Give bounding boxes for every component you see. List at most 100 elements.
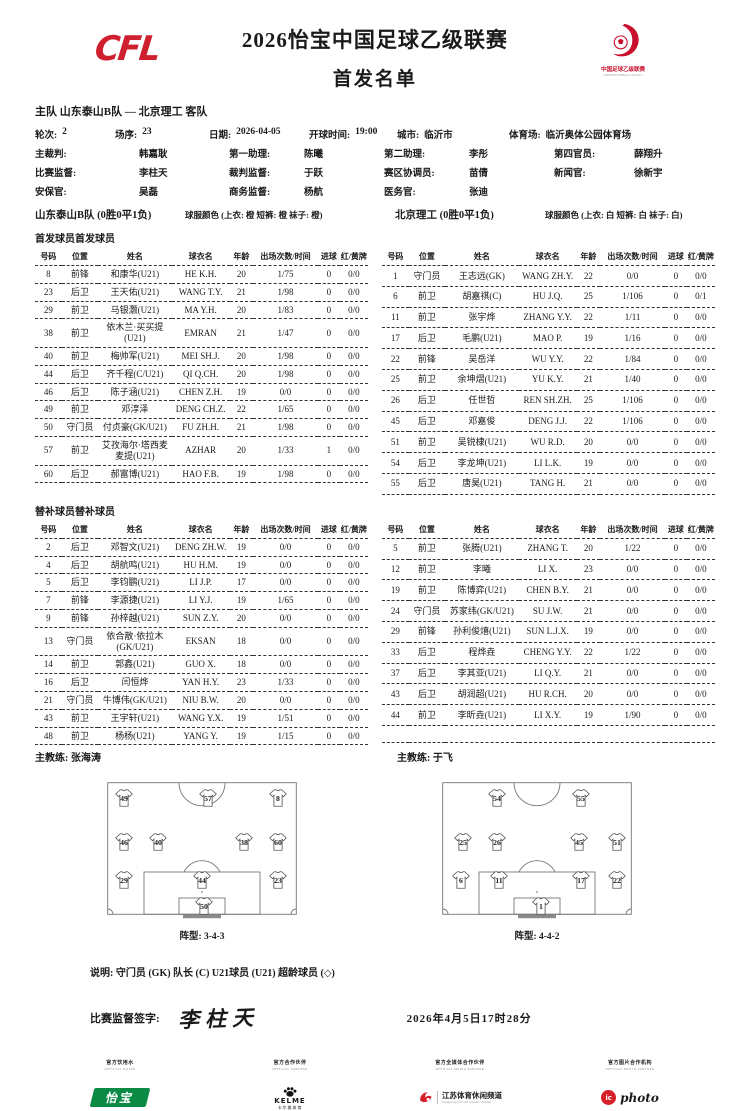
official-name: 杨航 — [304, 188, 324, 198]
column-header: 姓名 — [98, 520, 172, 539]
league-title: 2026怡宝中国足球乙级联赛 — [241, 28, 508, 52]
player-cell: 闫恒烨 — [98, 673, 172, 692]
player-cell: 25 — [576, 390, 601, 412]
player-cell: 后卫 — [408, 327, 446, 350]
player-row: 21 守门员 牛博伟(GK/U21) NIU B.W. 20 0/0 0 0/0 — [35, 691, 368, 710]
player-cell: 0 — [318, 673, 340, 692]
player-cell: 唐昊(U21) — [445, 473, 519, 495]
svg-text:11: 11 — [495, 876, 502, 885]
player-cell: 0/0 — [686, 390, 715, 412]
home-formation-block: 49 57 8 46 40 38 60 29 44 23 50 阵型: 3-4-3 — [107, 782, 297, 942]
player-cell: 0/0 — [600, 431, 665, 454]
info-pair: 开球时间: 19:00 — [309, 127, 397, 141]
player-jersey: 38 — [233, 831, 255, 853]
player-cell: 0/0 — [339, 609, 368, 628]
player-cell: 前卫 — [408, 579, 446, 602]
player-cell: 后卫 — [61, 383, 99, 402]
player-cell: 19 — [229, 538, 254, 557]
player-cell: 1/75 — [253, 265, 318, 284]
player-cell: 0 — [318, 538, 340, 557]
player-row: 24 守门员 苏家纬(GK/U21) SU J.W. 21 0/0 0 0/0 — [382, 600, 715, 622]
icphoto-wordmark: photo — [620, 1090, 659, 1105]
column-header: 球衣名 — [171, 520, 230, 539]
player-cell: 后卫 — [408, 452, 446, 474]
sponsor-icphoto: 官方图片合作机构 OFFICIAL PHOTO PARTNER ic photo — [575, 1059, 685, 1111]
player-cell: 14 — [35, 655, 62, 675]
player-cell: 0/0 — [339, 556, 368, 575]
player-cell: 21 — [576, 473, 601, 495]
player-cell: 22 — [576, 411, 601, 433]
player-cell: 前卫 — [61, 301, 99, 320]
player-cell: 22 — [576, 265, 601, 287]
svg-text:6: 6 — [459, 876, 463, 885]
player-row: 1 守门员 王志远(GK) WANG ZH.Y. 22 0/0 0 0/0 — [382, 265, 715, 287]
player-cell: 43 — [35, 709, 62, 728]
player-cell: 依木兰·买买提(U21) — [98, 318, 172, 348]
player-cell: 邓淳泽 — [98, 400, 172, 420]
player-row — [382, 742, 715, 747]
signature-label: 比赛监督签字: — [90, 1012, 160, 1025]
away-pitch: 54 55 25 26 45 51 6 11 17 22 1 — [442, 782, 632, 919]
player-cell: 1/33 — [253, 673, 318, 692]
player-cell: 0/0 — [686, 579, 715, 602]
column-header: 姓名 — [445, 248, 519, 266]
legend-note: 说明: 守门员 (GK) 队长 (C) U21球员 (U21) 超龄球员 (◇) — [90, 967, 335, 979]
player-row: 55 后卫 唐昊(U21) TANG H. 21 0/0 0 0/0 — [382, 473, 715, 495]
player-cell: 1/22 — [600, 538, 665, 560]
player-cell: 胡航鸣(U21) — [98, 556, 172, 575]
player-cell: 40 — [35, 347, 62, 366]
svg-text:55: 55 — [577, 794, 585, 803]
starters-section-title: 首发球员首发球员 — [35, 234, 115, 245]
player-cell: 0/0 — [339, 265, 368, 284]
player-cell: 守门员 — [408, 600, 446, 622]
player-cell: DENG CH.Z. — [171, 400, 230, 420]
player-row: 26 后卫 任世哲 REN SH.ZH. 25 1/106 0 0/0 — [382, 390, 715, 412]
column-header: 红/黄牌 — [686, 248, 715, 266]
player-row: 7 前锋 李源捷(U21) LI Y.J. 19 1/65 0 0/0 — [35, 591, 368, 610]
column-header: 红/黄牌 — [339, 248, 368, 266]
player-cell: YU K.Y. — [518, 369, 577, 391]
player-cell: 0/0 — [600, 579, 665, 602]
column-header: 位置 — [61, 520, 99, 539]
player-cell: 0/0 — [686, 411, 715, 433]
player-cell: 0/0 — [600, 683, 665, 706]
player-cell: 19 — [229, 709, 254, 728]
svg-text:17: 17 — [577, 876, 585, 885]
player-cell: 0 — [318, 301, 340, 320]
player-cell: 毛鹏(U21) — [445, 327, 519, 350]
officials-row-3: 安保官: 吴磊 商务监督: 杨航 医务官: 张迪 — [35, 184, 715, 198]
player-cell: 马银灏(U21) — [98, 301, 172, 320]
column-header: 进球 — [665, 248, 687, 266]
player-cell: 17 — [229, 573, 254, 593]
player-cell: 60 — [35, 465, 62, 484]
home-formation-label: 阵型: 3-4-3 — [179, 931, 225, 942]
player-cell: 0 — [665, 663, 687, 685]
player-jersey: 17 — [570, 869, 592, 891]
info-value: 2026-04-05 — [236, 127, 281, 137]
player-cell: 22 — [576, 348, 601, 370]
player-cell: 后卫 — [408, 411, 446, 433]
yibao-logo: 怡宝 — [89, 1085, 151, 1111]
column-header: 红/黄牌 — [686, 520, 715, 539]
player-cell: 0/0 — [600, 452, 665, 474]
player-cell: 17 — [382, 327, 409, 350]
player-cell: 23 — [576, 559, 601, 581]
player-cell: 苏家纬(GK/U21) — [445, 600, 519, 622]
column-header: 球衣名 — [518, 520, 577, 539]
formation-diagrams: 49 57 8 46 40 38 60 29 44 23 50 阵型: 3-4-3 54 55 25 26… — [35, 782, 715, 942]
sheet-title: 首发名单 — [332, 69, 417, 90]
player-cell: 0 — [318, 265, 340, 284]
player-cell: 0/0 — [339, 318, 368, 348]
player-cell: 0 — [665, 642, 687, 664]
player-cell: 李昕垚(U21) — [445, 704, 519, 726]
player-cell: 1/11 — [600, 307, 665, 329]
player-cell — [576, 725, 601, 743]
player-cell: 0/0 — [600, 663, 665, 685]
player-cell: 21 — [576, 579, 601, 602]
player-cell: 李钧鹏(U21) — [98, 573, 172, 593]
info-value: 临沂市 — [424, 131, 453, 141]
player-cell: 依合散·依拉木(GK/U21) — [98, 627, 172, 657]
player-cell: 0/0 — [686, 663, 715, 685]
column-header: 号码 — [35, 248, 62, 266]
